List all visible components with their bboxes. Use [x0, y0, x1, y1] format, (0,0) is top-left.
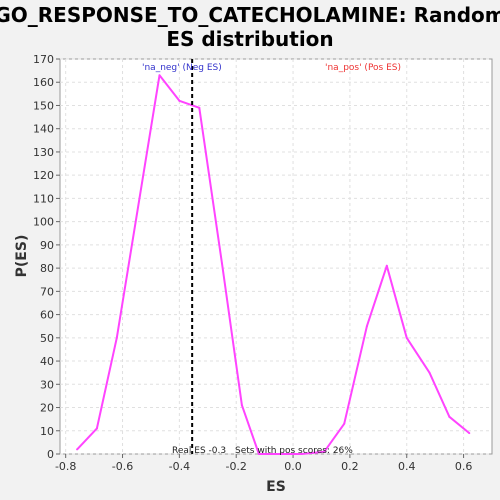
es-data-point: [300, 453, 303, 455]
x-tick-label: -0.8: [55, 460, 76, 473]
es-data-point: [385, 264, 388, 267]
y-tick-label: 50: [40, 332, 54, 345]
es-data-point: [221, 262, 223, 265]
es-data-point: [468, 432, 471, 435]
y-tick-label: 170: [33, 53, 54, 66]
y-tick-label: 160: [33, 76, 54, 89]
y-tick-label: 110: [33, 192, 54, 205]
es-data-point: [323, 450, 326, 453]
x-tick-label: 0.2: [341, 460, 359, 473]
es-data-point: [158, 74, 161, 77]
y-tick-label: 80: [40, 262, 54, 275]
es-data-point: [76, 448, 79, 451]
es-data-point: [280, 453, 283, 455]
es-data-point: [343, 422, 346, 425]
x-tick-label: 0.0: [284, 460, 302, 473]
y-tick-label: 70: [40, 285, 54, 298]
x-tick-label: 0.6: [455, 460, 473, 473]
es-data-point: [178, 99, 181, 102]
es-data-point: [405, 336, 408, 339]
y-tick-label: 20: [40, 402, 54, 415]
grid: [60, 58, 492, 455]
es-data-point: [115, 336, 118, 339]
x-tick-label: 0.4: [398, 460, 416, 473]
x-tick-label: -0.4: [169, 460, 190, 473]
sets-pos-annotation: Sets with pos scores: 26%: [235, 446, 353, 456]
y-tick-label: 120: [33, 169, 54, 182]
y-tick-label: 0: [47, 448, 54, 461]
x-tick-label: -0.2: [225, 460, 246, 473]
axis-ticks: 0 10 20 30 40 50 60 70 80 90 100 110 120 130 140 150 160…: [33, 53, 472, 473]
y-tick-label: 60: [40, 309, 54, 322]
y-tick-label: 140: [33, 123, 54, 136]
es-data-point: [240, 404, 243, 407]
plot-area: [59, 58, 493, 455]
es-data-point: [428, 371, 431, 374]
es-data-point: [198, 106, 201, 109]
pos-es-annotation: 'na_pos' (Pos ES): [325, 63, 401, 73]
es-data-point: [365, 325, 368, 328]
y-tick-label: 10: [40, 425, 54, 438]
es-data-point: [448, 415, 451, 418]
neg-es-annotation: 'na_neg' (Neg ES): [142, 63, 222, 73]
annotation-layer: 'na_neg' (Neg ES) 'na_pos' (Pos ES) Real…: [142, 59, 401, 456]
x-axis-label: ES: [266, 479, 286, 495]
y-axis-label: P(ES): [14, 235, 30, 278]
series-layer: [76, 74, 471, 455]
real-es-annotation: Real ES -0.3: [172, 446, 226, 456]
y-tick-label: 130: [33, 146, 54, 159]
chart-title-line2: ES distribution: [166, 27, 333, 51]
es-data-point: [95, 427, 98, 430]
y-tick-label: 30: [40, 378, 54, 391]
y-tick-label: 100: [33, 216, 54, 229]
y-tick-label: 40: [40, 355, 54, 368]
y-tick-label: 150: [33, 99, 54, 112]
x-tick-label: -0.6: [112, 460, 133, 473]
es-data-point: [257, 453, 260, 455]
y-tick-label: 90: [40, 239, 54, 252]
chart-title-line1: GO_RESPONSE_TO_CATECHOLAMINE: Random: [0, 3, 500, 27]
